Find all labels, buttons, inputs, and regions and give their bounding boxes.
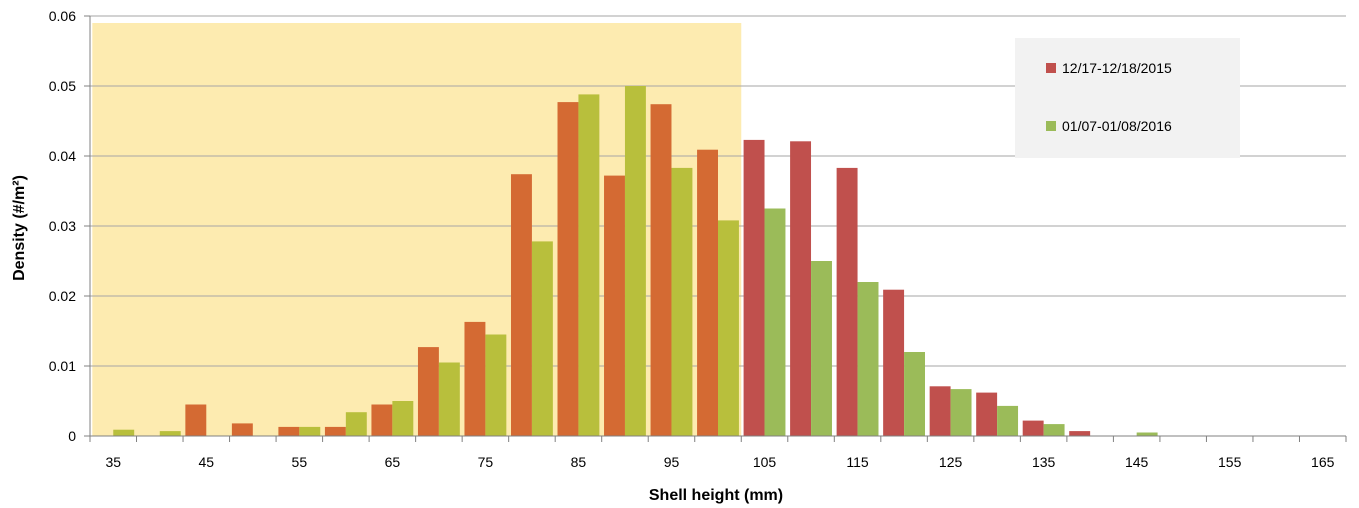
bar-series-1-120 <box>883 289 905 436</box>
legend: 12/17-12/18/2015 01/07-01/08/2016 <box>1015 38 1240 158</box>
bar-series-1-100 <box>697 149 718 436</box>
x-tick-label-95: 95 <box>664 454 680 470</box>
bar-series-2-90 <box>624 86 646 436</box>
bar-series-2-55 <box>299 426 321 436</box>
bar-series-1-65 <box>371 404 393 436</box>
bar-series-2-115 <box>857 282 879 436</box>
bar-series-1-50 <box>231 423 253 436</box>
bar-series-2-110 <box>811 261 832 436</box>
bar-series-2-35 <box>113 429 135 436</box>
x-tick-label-115: 115 <box>846 454 869 470</box>
bar-series-2-85 <box>578 94 600 437</box>
x-tick-label-105: 105 <box>753 454 777 470</box>
x-tick-label-55: 55 <box>292 454 308 470</box>
y-tick-label-3: 0.03 <box>49 218 76 234</box>
bar-series-1-130 <box>976 392 998 436</box>
bar-series-2-95 <box>671 167 693 436</box>
bar-series-1-125 <box>929 386 951 436</box>
legend-swatch-series-2 <box>1046 121 1056 131</box>
bar-series-2-75 <box>485 334 507 436</box>
bar-series-1-95 <box>650 104 672 436</box>
y-tick-label-1: 0.01 <box>49 358 76 374</box>
x-tick-label-125: 125 <box>939 454 963 470</box>
bar-series-1-90 <box>604 175 625 436</box>
y-tick-label-2: 0.02 <box>49 288 76 304</box>
y-tick-label-0: 0 <box>68 428 76 444</box>
x-tick-label-155: 155 <box>1218 454 1242 470</box>
x-tick-labels: 35 45 55 65 75 85 95 105 115 125 135 145 155 165 <box>105 454 1334 470</box>
x-tick-label-65: 65 <box>385 454 401 470</box>
x-tick-label-45: 45 <box>199 454 215 470</box>
x-tick-label-85: 85 <box>571 454 587 470</box>
bar-series-1-80 <box>510 174 532 436</box>
y-tick-label-6: 0.06 <box>49 8 76 24</box>
x-tick-label-145: 145 <box>1125 454 1149 470</box>
bar-series-2-65 <box>392 401 414 436</box>
bar-series-2-135 <box>1043 424 1065 436</box>
bars <box>113 86 1158 437</box>
bar-series-1-70 <box>417 347 439 436</box>
bar-series-1-115 <box>836 167 858 436</box>
axes <box>84 15 1347 442</box>
bar-series-2-100 <box>718 220 739 436</box>
x-tick-label-165: 165 <box>1311 454 1335 470</box>
bar-series-1-135 <box>1022 420 1044 436</box>
legend-swatch-series-1 <box>1046 63 1056 73</box>
bar-series-2-130 <box>997 405 1019 436</box>
x-tick-label-35: 35 <box>105 454 121 470</box>
bar-series-1-105 <box>743 139 765 436</box>
bar-series-1-140 <box>1069 431 1091 436</box>
bar-series-1-85 <box>557 102 579 436</box>
bar-series-2-60 <box>345 412 367 436</box>
y-tick-labels: 0 0.01 0.02 0.03 0.04 0.05 0.06 <box>49 8 76 444</box>
y-axis-title: Density (#/m²) <box>11 175 28 281</box>
bar-series-1-55 <box>278 426 300 436</box>
bar-series-2-120 <box>904 352 925 436</box>
legend-label-series-2: 01/07-01/08/2016 <box>1062 118 1172 134</box>
bar-series-2-80 <box>531 241 553 436</box>
bar-series-1-45 <box>185 404 207 436</box>
legend-label-series-1: 12/17-12/18/2015 <box>1062 60 1172 76</box>
bar-series-2-70 <box>438 362 460 436</box>
x-axis-title: Shell height (mm) <box>649 487 783 504</box>
bar-series-2-40 <box>159 431 181 436</box>
bar-series-1-60 <box>324 426 346 436</box>
bar-series-1-75 <box>464 321 486 436</box>
x-tick-label-135: 135 <box>1032 454 1056 470</box>
bar-series-2-125 <box>950 389 972 436</box>
legend-box <box>1015 38 1240 158</box>
x-tick-label-75: 75 <box>478 454 494 470</box>
y-tick-label-4: 0.04 <box>49 148 76 164</box>
bar-series-2-145 <box>1136 432 1158 436</box>
bar-series-1-110 <box>790 141 812 437</box>
bar-series-2-105 <box>764 208 786 436</box>
y-tick-label-5: 0.05 <box>49 78 76 94</box>
